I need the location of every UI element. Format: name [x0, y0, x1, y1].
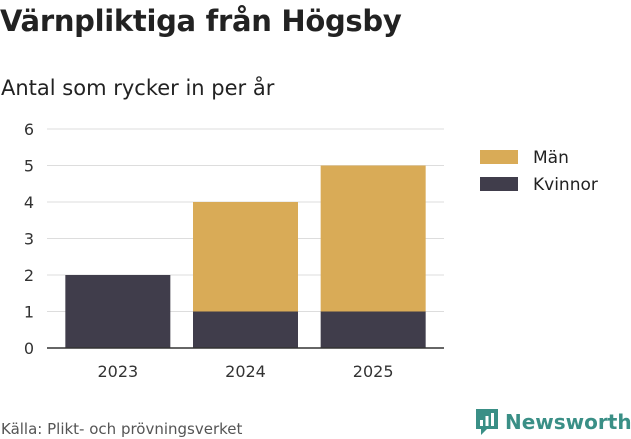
- bar-kvinnor-2024: [193, 311, 298, 348]
- y-tick-label: 0: [24, 339, 34, 358]
- y-tick-label: 4: [24, 193, 34, 212]
- legend-swatch-män: [480, 150, 518, 164]
- chart-subtitle: Antal som rycker in per år: [1, 76, 275, 100]
- bar-män-2025: [320, 165, 426, 312]
- axes: 0 1 2 3 4 5 6 2023 2024 2025: [24, 120, 444, 381]
- bar-kvinnor-2023: [65, 275, 171, 348]
- y-tick-label: 2: [24, 266, 34, 285]
- y-tick-label: 5: [24, 157, 34, 176]
- chart-title: Värnpliktiga från Högsby: [0, 4, 402, 38]
- y-tick-label: 6: [24, 120, 34, 139]
- y-tick-label: 1: [24, 303, 34, 322]
- source-note: Källa: Plikt- och prövningsverket: [1, 420, 243, 438]
- newsworthy-logo: Newsworthy: [474, 407, 631, 437]
- bar-kvinnor-2025: [320, 311, 426, 348]
- legend-label-kvinnor: Kvinnor: [533, 175, 598, 195]
- logo-text: Newsworthy: [505, 410, 631, 434]
- bar-män-2024: [193, 202, 298, 312]
- bars: [65, 165, 426, 348]
- x-tick-label: 2023: [97, 362, 138, 381]
- legend-label-män: Män: [533, 148, 569, 168]
- x-tick-label: 2025: [353, 362, 394, 381]
- legend-swatch-kvinnor: [480, 177, 518, 191]
- newsworthy-logo-icon: [476, 409, 498, 435]
- y-tick-label: 3: [24, 230, 34, 249]
- legend: Män Kvinnor: [480, 148, 598, 195]
- x-tick-label: 2024: [225, 362, 266, 381]
